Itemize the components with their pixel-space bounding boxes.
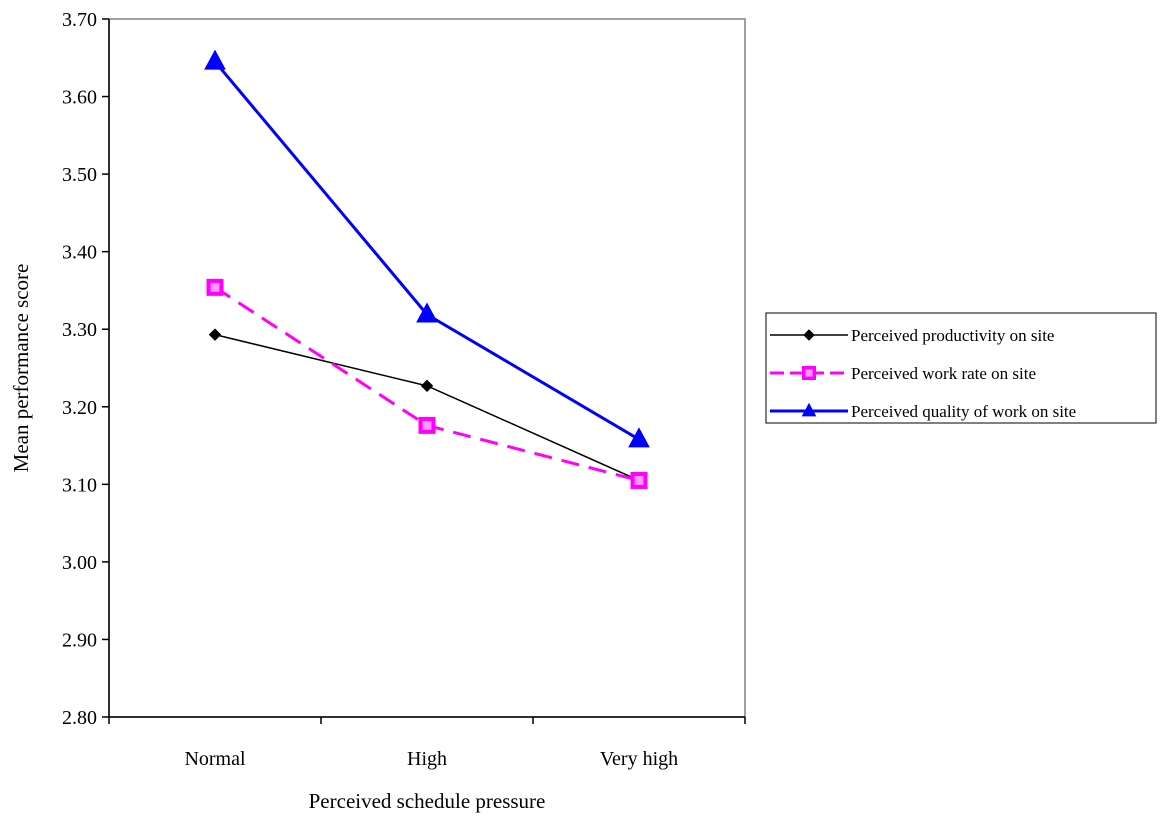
legend-marker — [801, 402, 817, 417]
y-tick-label: 3.40 — [62, 242, 97, 264]
legend-label: Perceived quality of work on site — [851, 402, 1076, 421]
series-2 — [206, 278, 648, 489]
y-tick-label: 2.80 — [62, 707, 97, 729]
data-point-inner — [634, 476, 644, 485]
data-point — [420, 379, 434, 393]
plot-area — [108, 18, 746, 718]
legend: Perceived productivity on site Perceived … — [765, 312, 1157, 424]
legend-marker — [803, 329, 815, 341]
y-tick-label: 3.60 — [62, 87, 97, 109]
data-point — [204, 49, 226, 70]
x-tick-label: Normal — [184, 748, 246, 770]
legend-entry: Perceived productivity on site — [770, 326, 1054, 345]
y-tick-label: 3.50 — [62, 164, 97, 186]
series-layer — [204, 49, 650, 489]
legend-entry: Perceived work rate on site — [770, 364, 1036, 383]
legend-label: Perceived work rate on site — [851, 364, 1036, 383]
data-point — [628, 427, 650, 448]
data-point-inner — [210, 282, 220, 292]
legend-entry: Perceived quality of work on site — [770, 402, 1076, 421]
legend-label: Perceived productivity on site — [851, 326, 1054, 345]
legend-frame — [765, 312, 1157, 424]
series-3 — [204, 49, 650, 448]
data-point-inner — [422, 420, 432, 430]
axes: 2.80 2.90 3.00 3.10 3.20 3.30 3.40 3.50 3.60 3.70… — [62, 9, 746, 770]
x-axis-title: Perceived schedule pressure — [309, 789, 546, 813]
y-tick-label: 3.00 — [62, 552, 97, 574]
legend-marker-inner — [805, 369, 813, 377]
x-tick-label: High — [407, 748, 447, 770]
y-axis-title: Mean performance score — [9, 264, 33, 473]
y-tick-label: 2.90 — [62, 629, 97, 651]
x-tick-label: Very high — [600, 748, 678, 770]
y-tick-label: 3.20 — [62, 397, 97, 419]
y-tick-label: 3.10 — [62, 474, 97, 496]
plot-frame — [108, 18, 746, 718]
y-tick-label: 3.70 — [62, 9, 97, 31]
data-point — [208, 328, 222, 341]
y-tick-label: 3.30 — [62, 319, 97, 341]
data-point — [416, 302, 438, 323]
